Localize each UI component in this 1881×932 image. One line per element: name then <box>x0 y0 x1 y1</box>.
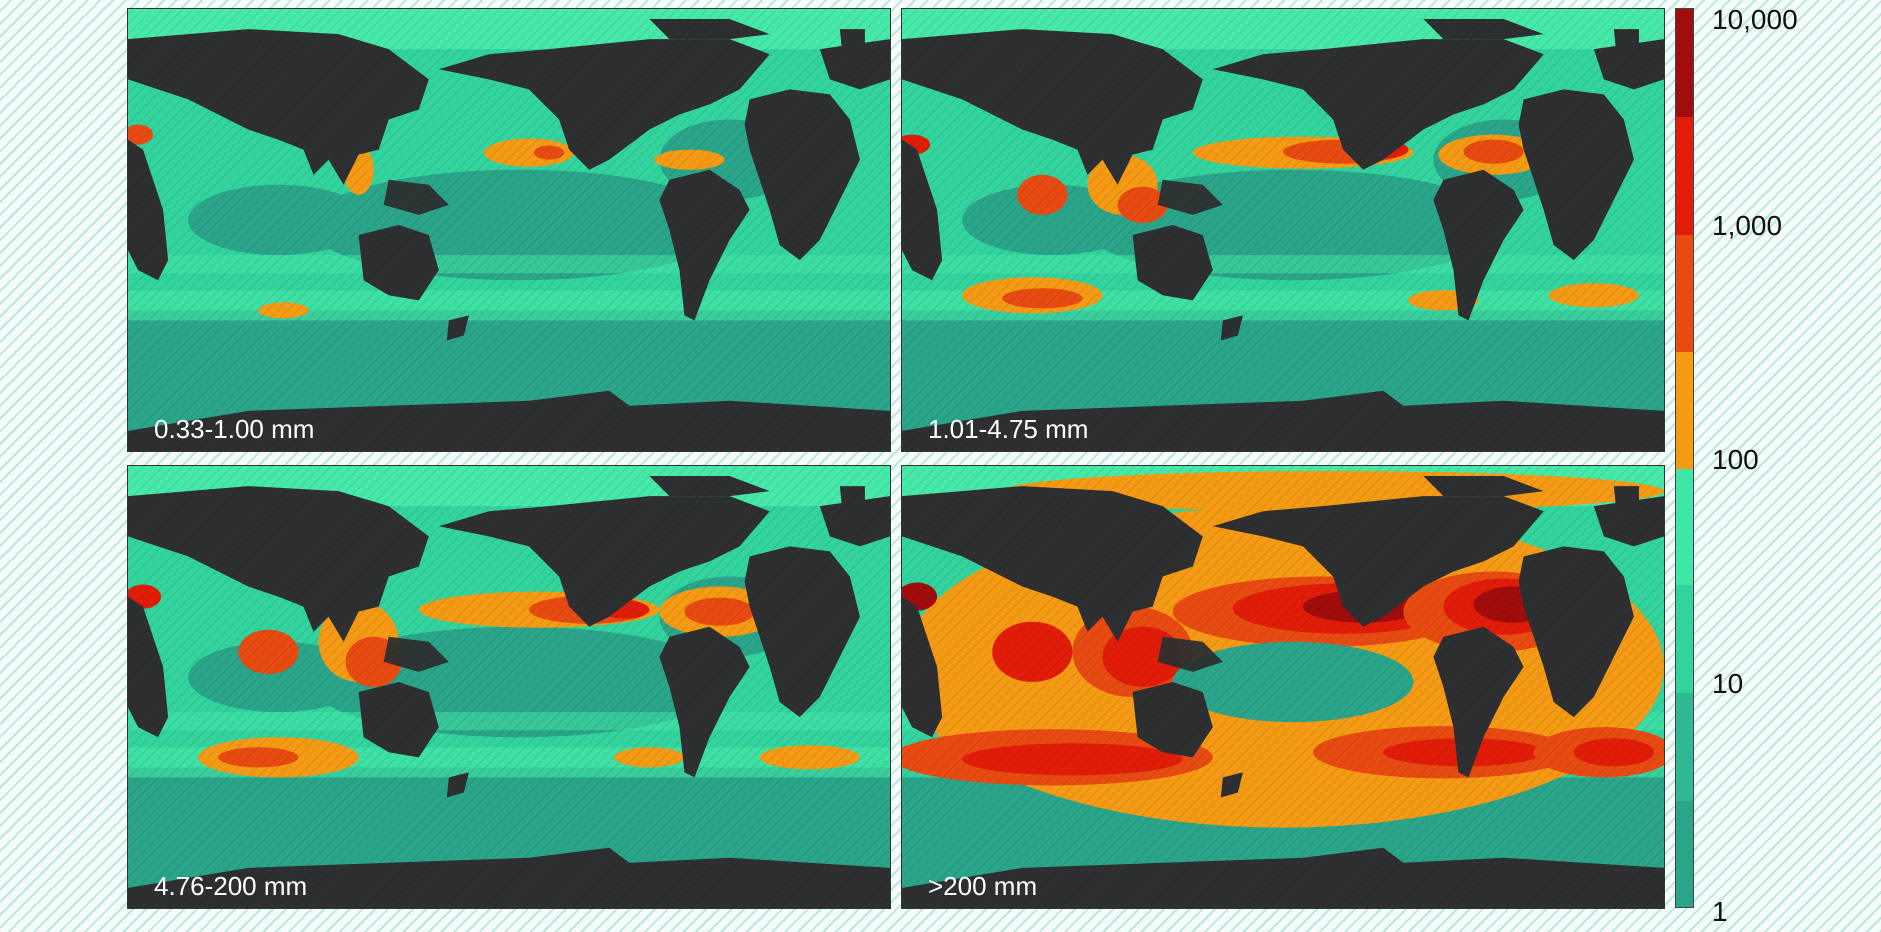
size-class-label: >200 mm <box>928 871 1038 901</box>
scale-tick-1000: 1,000 <box>1712 210 1783 241</box>
concentration-patch <box>962 743 1183 776</box>
color-scale-segment <box>1676 585 1693 693</box>
map-panel-1-01-4-75mm: 1.01-4.75 mm <box>901 8 1665 452</box>
concentration-patch <box>218 747 299 768</box>
concentration-patch <box>238 629 299 674</box>
concentration-patch <box>684 597 755 626</box>
color-scale-segment <box>1676 693 1693 801</box>
color-scale-segment <box>1676 235 1693 352</box>
concentration-patch <box>614 747 685 768</box>
concentration-patch <box>1548 283 1639 308</box>
scale-tick-10000: 10,000 <box>1712 4 1798 35</box>
color-scale-segment <box>1676 117 1693 235</box>
color-scale-segment <box>1676 469 1693 585</box>
scale-tick-100: 100 <box>1712 444 1759 475</box>
color-scale-segment <box>1676 9 1693 117</box>
concentration-patch <box>1117 186 1168 223</box>
size-class-label: 4.76-200 mm <box>154 871 308 901</box>
concentration-patch <box>654 149 725 170</box>
size-class-label: 0.33-1.00 mm <box>154 414 315 444</box>
map-panel-over-200mm: >200 mm <box>901 465 1665 909</box>
concentration-patch <box>483 138 575 167</box>
scale-tick-10: 10 <box>1712 668 1744 699</box>
concentration-patch <box>534 145 565 160</box>
concentration-patch <box>1017 174 1068 215</box>
world-map <box>128 9 890 451</box>
concentration-patch <box>759 745 860 770</box>
color-scale-segment <box>1676 352 1693 469</box>
scale-tick-1: 1 <box>1712 896 1728 927</box>
world-map <box>902 9 1664 451</box>
concentration-patch <box>992 621 1073 682</box>
concentration-patch <box>1463 139 1524 164</box>
color-scale-segment <box>1676 801 1693 907</box>
world-map <box>902 466 1664 908</box>
concentration-patch <box>1573 738 1654 767</box>
color-scale-bar <box>1675 8 1694 908</box>
concentration-patch <box>1002 288 1083 309</box>
world-map <box>128 466 890 908</box>
map-panel-0-33-1-00mm: 0.33-1.00 mm <box>127 8 891 452</box>
map-panel-4-76-200mm: 4.76-200 mm <box>127 465 891 909</box>
concentration-patch <box>128 124 154 145</box>
concentration-patch <box>258 302 309 319</box>
size-class-label: 1.01-4.75 mm <box>928 414 1089 444</box>
